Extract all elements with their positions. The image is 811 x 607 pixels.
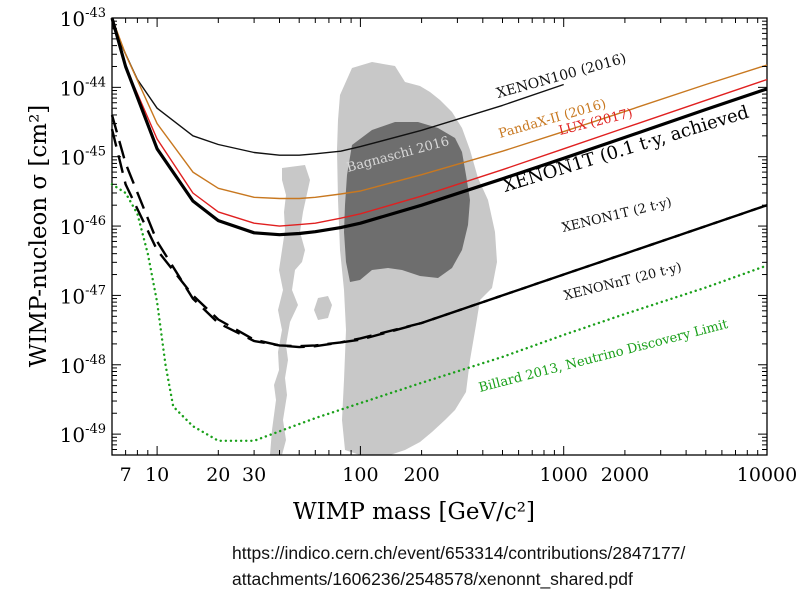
y-tick-label: 10-44 [60, 75, 106, 100]
x-tick-label: 100 [342, 464, 378, 486]
x-axis-title: WIMP mass [GeV/c²] [293, 499, 535, 525]
series-line-pandax-ii-2016 [111, 17, 768, 200]
series-line-xenon100-2016 [111, 24, 564, 156]
y-tick-label: 10-45 [60, 145, 106, 170]
series-layer [110, 17, 769, 442]
x-tick-label: 20 [206, 464, 230, 486]
y-tick-label: 10-47 [60, 283, 106, 308]
series-line-billard-2013-neutrino-discovery-limit [110, 183, 769, 442]
y-tick-label: 10-48 [60, 353, 106, 378]
label-xenon1t-2ty: XENON1T (2 t·y) [560, 195, 673, 236]
source-url-line-2: attachments/1606236/2548578/xenonnt_shar… [232, 569, 633, 589]
y-axis-title: WIMP-nucleon σ [cm²] [26, 105, 52, 368]
series-line-xenonnt-20-t-y [110, 114, 768, 348]
source-url-line-1: https://indico.cern.ch/event/653314/cont… [232, 543, 686, 563]
series-line-lux-2017 [111, 17, 768, 227]
bagnaschi-dark-region [344, 122, 470, 282]
x-tick-label: 10 [145, 464, 169, 486]
y-tick-label: 10-46 [60, 214, 106, 239]
x-tick-label: 1000 [540, 464, 588, 486]
x-tick-label: 30 [242, 464, 266, 486]
label-xenonnt: XENONnT (20 t·y) [562, 260, 683, 304]
x-tick-label: 10000 [737, 464, 797, 486]
axis-labels: WIMP mass [GeV/c²] WIMP-nucleon σ [cm²] [26, 105, 535, 525]
series-line-xenon1t-0-1-t-y-achieved [110, 17, 768, 237]
bagnaschi-regions [270, 62, 497, 455]
x-tick-label: 200 [403, 464, 439, 486]
tick-labels-layer: 7 10 20 30 100 200 1000 2000 10000 10-43 10-44 10-4… [60, 6, 798, 486]
y-tick-label: 10-49 [60, 422, 106, 447]
ticks-layer [111, 17, 768, 456]
label-xenon100: XENON100 (2016) [495, 51, 628, 102]
label-billard: Billard 2013, Neutrino Discovery Limit [477, 317, 730, 396]
x-tick-label: 2000 [601, 464, 649, 486]
y-tick-label: 10-43 [60, 6, 106, 31]
x-tick-label: 7 [120, 464, 132, 486]
